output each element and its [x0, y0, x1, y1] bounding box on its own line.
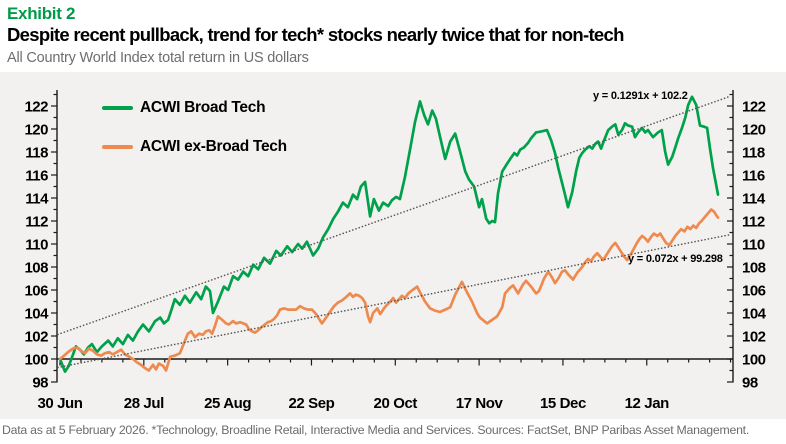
legend-item-ex-broad-tech: ACWI ex-Broad Tech [102, 138, 287, 156]
x-tick-label: 15 Dec [540, 395, 586, 412]
y-tick-label-right: 98 [742, 375, 758, 392]
legend-label-broad-tech: ACWI Broad Tech [140, 99, 266, 116]
x-tick-label: 28 Jul [124, 395, 164, 412]
y-tick-label-right: 108 [742, 260, 766, 277]
trendline-equation-broad-tech: y = 0.1291x + 102.2 [593, 90, 688, 102]
y-tick-label-right: 114 [742, 191, 766, 208]
ex-broad-tech-trendline [57, 233, 732, 369]
x-tick-label: 25 Aug [204, 395, 251, 412]
y-tick-label-left: 116 [25, 168, 48, 185]
x-tick-label: 20 Oct [374, 395, 418, 412]
ex-broad-tech-swatch-icon [102, 145, 133, 149]
page-subtitle: All Country World Index total return in … [7, 50, 309, 66]
y-tick-label-right: 122 [742, 99, 766, 116]
footer-note: Data as at 5 February 2026. *Technology,… [2, 423, 749, 437]
y-tick-label-left: 106 [24, 283, 48, 300]
ex-broad-tech-line [58, 208, 720, 372]
y-tick-label-left: 100 [24, 352, 48, 369]
x-tick-label: 30 Jun [37, 395, 82, 412]
y-tick-label-left: 118 [25, 145, 48, 162]
x-tick-label: 12 Jan [625, 395, 670, 412]
trendline-equation-ex-broad-tech: y = 0.072x + 99.298 [628, 253, 723, 265]
y-tick-label-right: 106 [742, 283, 766, 300]
y-tick-label-right: 116 [742, 168, 765, 185]
y-tick-label-right: 120 [742, 122, 766, 139]
y-tick-label-left: 108 [24, 260, 48, 277]
y-tick-label-right: 110 [742, 237, 765, 254]
y-tick-label-left: 120 [24, 122, 48, 139]
y-tick-label-left: 102 [24, 329, 48, 346]
broad-tech-swatch-icon [102, 106, 133, 110]
x-tick-label: 22 Sep [288, 395, 334, 412]
y-tick-label-left: 104 [24, 306, 49, 323]
exhibit-label: Exhibit 2 [7, 4, 76, 23]
y-tick-label-right: 118 [742, 145, 765, 162]
y-tick-label-left: 122 [24, 99, 48, 116]
y-tick-label-left: 110 [25, 237, 48, 254]
chart-panel [0, 72, 786, 419]
y-tick-label-right: 100 [742, 352, 766, 369]
x-tick-label: 17 Nov [456, 395, 504, 412]
page-title: Despite recent pullback, trend for tech*… [7, 24, 624, 45]
y-tick-label-left: 112 [25, 214, 48, 231]
y-tick-label-right: 104 [742, 306, 767, 323]
y-tick-label-left: 98 [32, 375, 48, 392]
y-tick-label-right: 102 [742, 329, 766, 346]
legend-item-broad-tech: ACWI Broad Tech [102, 99, 266, 117]
broad-tech-trendline [57, 95, 732, 336]
broad-tech-line [58, 95, 720, 373]
y-tick-label-left: 114 [25, 191, 49, 208]
legend-label-ex-broad-tech: ACWI ex-Broad Tech [140, 138, 287, 155]
y-tick-label-right: 112 [742, 214, 765, 231]
